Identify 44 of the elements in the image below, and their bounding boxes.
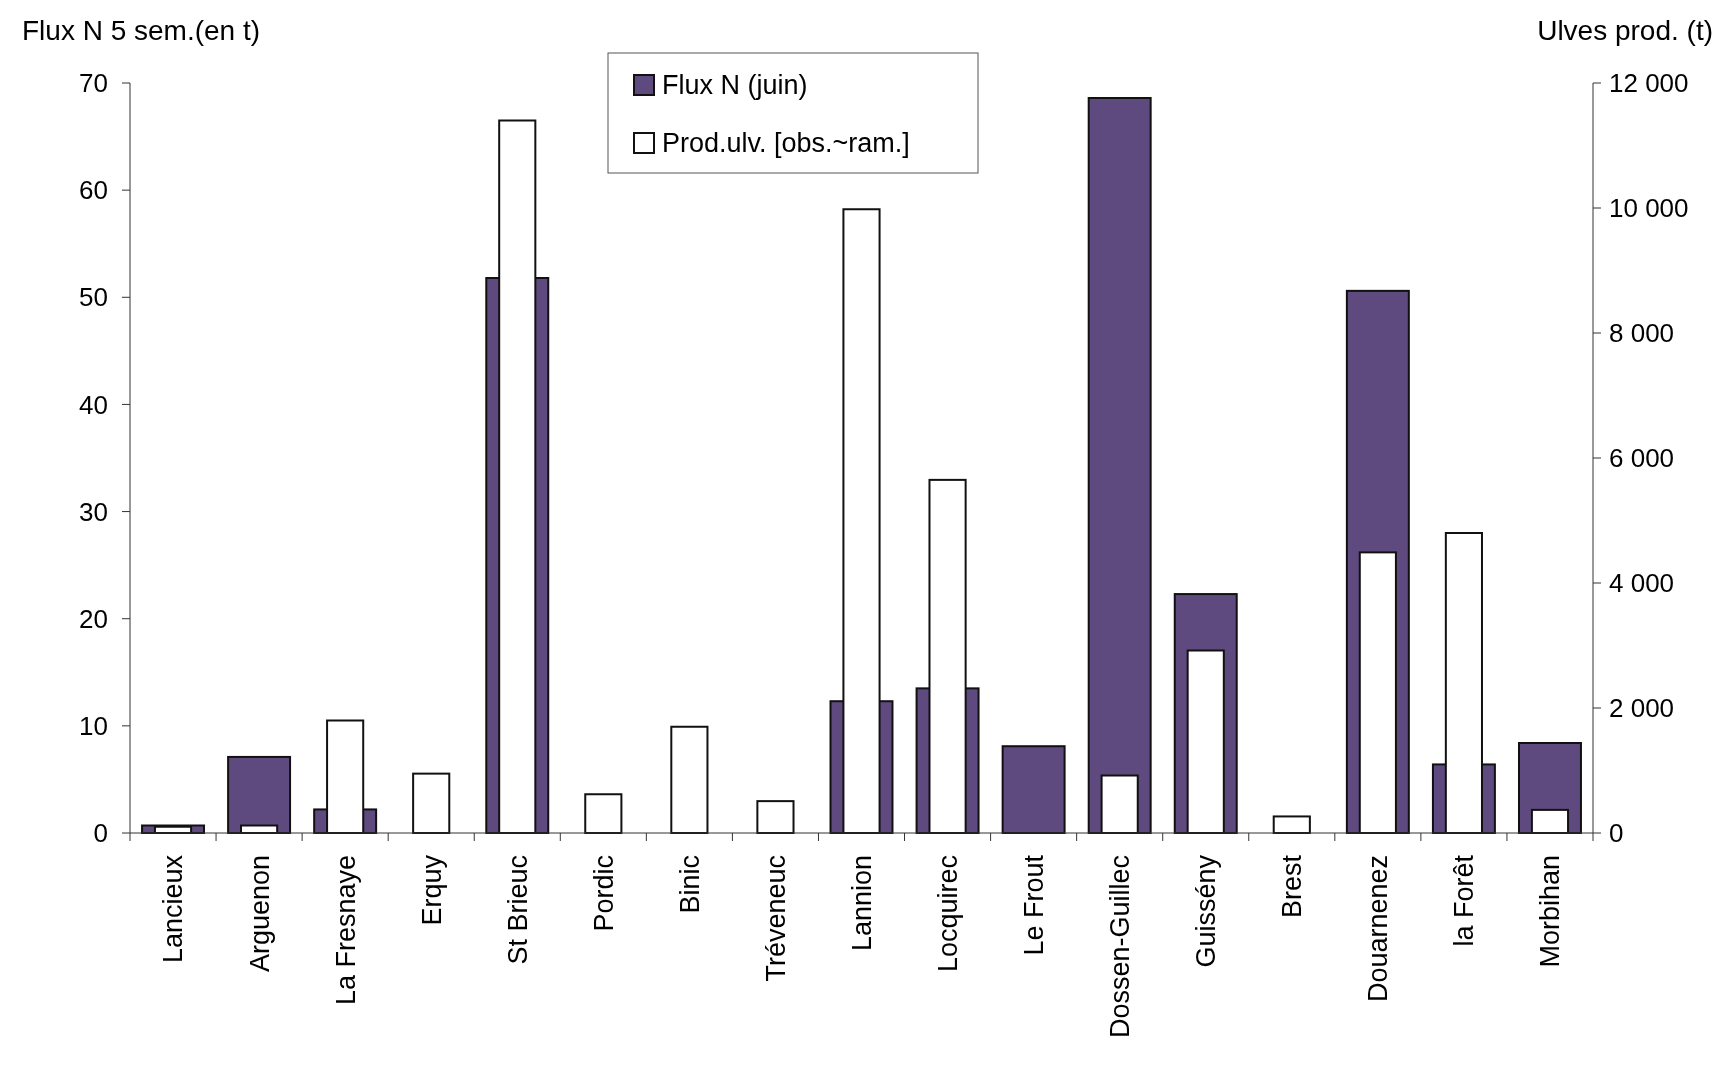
bar bbox=[412, 772, 451, 834]
bar bbox=[1001, 745, 1066, 834]
y2-tick-label: 0 bbox=[1609, 818, 1624, 849]
x-tick-label: Locquirec bbox=[933, 855, 964, 973]
x-tick-label: Erquy bbox=[416, 854, 447, 926]
x-tick-label: Dossen-Guillec bbox=[1105, 855, 1136, 1039]
y-tick-label: 30 bbox=[79, 496, 108, 527]
bar bbox=[670, 725, 709, 834]
x-tick-label: St Brieuc bbox=[502, 855, 533, 965]
bar bbox=[227, 755, 292, 834]
x-tick-label: Brest bbox=[1277, 854, 1308, 919]
bar bbox=[1087, 97, 1152, 834]
legend-label: Flux N (juin) bbox=[662, 70, 808, 101]
x-tick-label: Lannion bbox=[846, 855, 877, 952]
bar bbox=[584, 793, 623, 834]
y-tick-label: 60 bbox=[79, 175, 108, 206]
bar bbox=[1272, 815, 1311, 834]
x-tick-label: Arguenon bbox=[244, 855, 275, 973]
y2-tick-label: 2 000 bbox=[1609, 693, 1675, 724]
y2-tick-label: 6 000 bbox=[1609, 443, 1675, 474]
y-tick-label: 0 bbox=[93, 818, 108, 849]
x-tick-label: Le Frout bbox=[1019, 854, 1050, 956]
y-tick-label: 40 bbox=[79, 389, 108, 420]
bar bbox=[756, 800, 795, 834]
legend-label: Prod.ulv. [obs.~ram.] bbox=[662, 128, 910, 159]
x-tick-label: Lancieux bbox=[158, 854, 189, 964]
y2-tick-label: 4 000 bbox=[1609, 568, 1675, 599]
x-tick-label: Guissény bbox=[1191, 854, 1222, 968]
x-tick-label: La Fresnaye bbox=[330, 855, 361, 1006]
y-tick-label: 70 bbox=[79, 68, 108, 99]
y-tick-label: 20 bbox=[79, 603, 108, 634]
y2-tick-label: 10 000 bbox=[1609, 193, 1689, 224]
y2-tick-label: 12 000 bbox=[1609, 68, 1689, 99]
x-tick-label: Tréveneuc bbox=[760, 855, 791, 982]
x-tick-label: la Forêt bbox=[1449, 854, 1480, 947]
y-tick-label: 10 bbox=[79, 710, 108, 741]
y-axis-title: Flux N 5 sem.(en t) bbox=[22, 15, 261, 46]
x-tick-label: Douarnenez bbox=[1363, 855, 1394, 1003]
x-tick-label: Binic bbox=[674, 855, 705, 914]
y2-axis-title: Ulves prod. (t) bbox=[1537, 15, 1713, 46]
y-tick-label: 50 bbox=[79, 282, 108, 313]
x-tick-label: Morbihan bbox=[1535, 855, 1566, 968]
x-tick-label: Pordic bbox=[588, 855, 619, 932]
y2-tick-label: 8 000 bbox=[1609, 318, 1675, 349]
